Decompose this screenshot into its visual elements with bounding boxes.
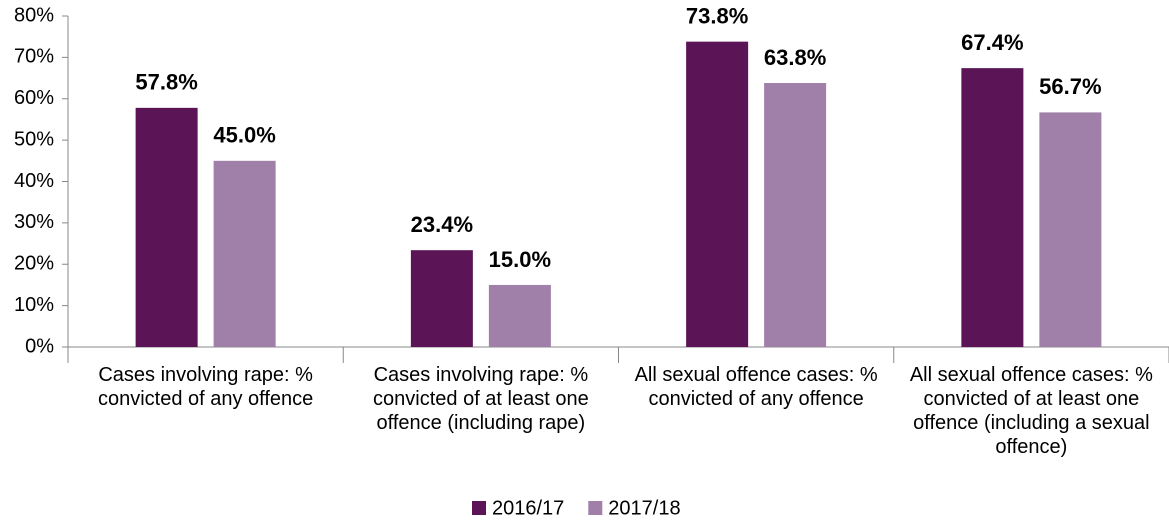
value-label: 45.0% [213,123,275,148]
bar [488,284,551,347]
value-label: 73.8% [686,3,748,28]
value-label: 63.8% [764,45,826,70]
y-tick-label: 20% [14,253,54,275]
x-tick-label: All sexual offence cases: % convicted of… [634,364,878,410]
bar [213,160,276,347]
y-tick-label: 10% [14,294,54,316]
y-tick-label: 70% [14,46,54,68]
bar [764,83,827,347]
x-tick-label: Cases involving rape: % convicted of at … [373,364,589,434]
value-label: 67.4% [961,30,1023,55]
y-tick-label: 30% [14,211,54,233]
legend-label: 2016/17 [492,497,564,519]
x-tick-label: All sexual offence cases: % convicted of… [909,364,1153,458]
x-tick-label: Cases involving rape: % convicted of any… [97,364,314,410]
bar [410,250,473,347]
y-tick-label: 60% [14,87,54,109]
y-tick-label: 0% [25,335,54,357]
y-tick-label: 40% [14,170,54,192]
y-tick-label: 50% [14,128,54,150]
value-label: 15.0% [489,247,551,272]
value-label: 23.4% [411,212,473,237]
bar [1039,112,1102,347]
value-label: 56.7% [1039,74,1101,99]
y-tick-label: 80% [14,4,54,26]
bar [686,41,749,348]
legend-label: 2017/18 [608,497,680,519]
bar [135,107,198,347]
legend-swatch [588,501,603,515]
value-label: 57.8% [135,70,197,95]
bar [961,68,1024,347]
legend-swatch [472,501,486,515]
